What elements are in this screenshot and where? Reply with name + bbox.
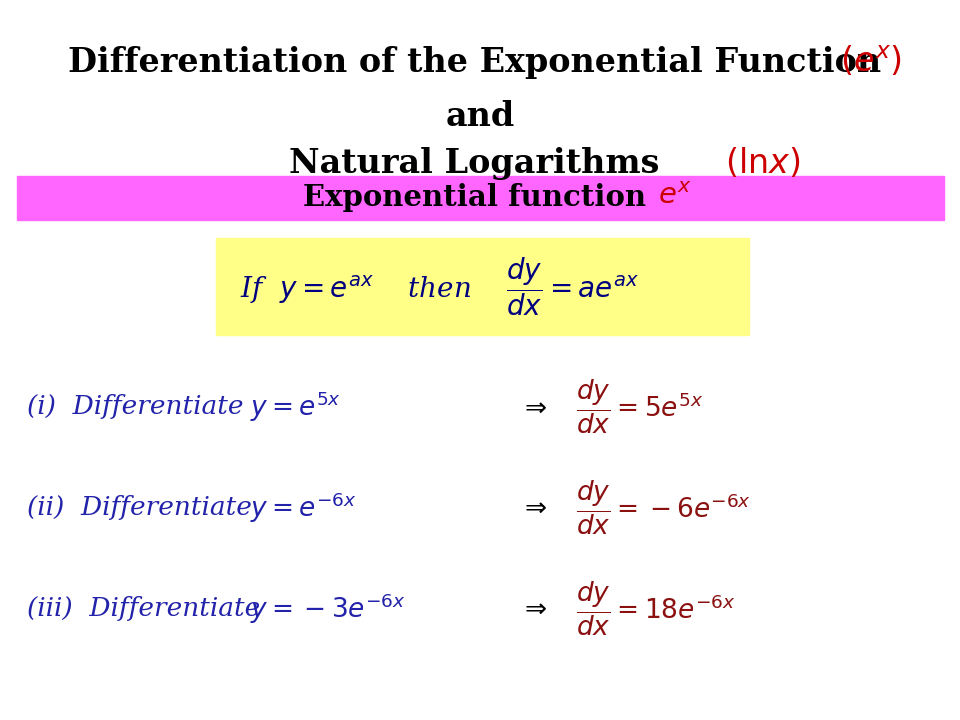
Text: and: and [445, 100, 515, 133]
Text: $\Rightarrow$: $\Rightarrow$ [518, 495, 547, 520]
Text: $(\mathrm{ln}\mathit{x})$: $(\mathrm{ln}\mathit{x})$ [725, 145, 800, 180]
Text: $\dfrac{dy}{dx} = 18e^{-6x}$: $\dfrac{dy}{dx} = 18e^{-6x}$ [576, 580, 735, 637]
Text: $\dfrac{dy}{dx} = 5e^{5x}$: $\dfrac{dy}{dx} = 5e^{5x}$ [576, 378, 703, 436]
Text: If  $y = e^{ax}$    then    $\dfrac{dy}{dx} = ae^{ax}$: If $y = e^{ax}$ then $\dfrac{dy}{dx} = a… [240, 255, 638, 318]
Text: $\dfrac{dy}{dx} = -6e^{-6x}$: $\dfrac{dy}{dx} = -6e^{-6x}$ [576, 479, 751, 536]
Text: $y = -3e^{-6x}$: $y = -3e^{-6x}$ [250, 591, 405, 626]
Text: (i)  Differentiate: (i) Differentiate [27, 395, 244, 419]
Text: $\Rightarrow$: $\Rightarrow$ [518, 596, 547, 621]
Text: $(e^{x})$: $(e^{x})$ [840, 45, 902, 79]
Text: (ii)  Differentiate: (ii) Differentiate [27, 495, 252, 520]
Text: (iii)  Differentiate: (iii) Differentiate [27, 596, 260, 621]
Bar [216, 238, 749, 335]
Text: $e^{x}$: $e^{x}$ [658, 181, 691, 210]
Bar [17, 176, 944, 220]
Text: $\Rightarrow$: $\Rightarrow$ [518, 395, 547, 419]
Text: $y = e^{-6x}$: $y = e^{-6x}$ [250, 490, 356, 525]
Text: Natural Logarithms: Natural Logarithms [289, 147, 671, 180]
Text: $y = e^{5x}$: $y = e^{5x}$ [250, 390, 341, 424]
Text: Exponential function: Exponential function [303, 184, 657, 212]
Text: Differentiation of the Exponential Function: Differentiation of the Exponential Funct… [67, 46, 893, 79]
